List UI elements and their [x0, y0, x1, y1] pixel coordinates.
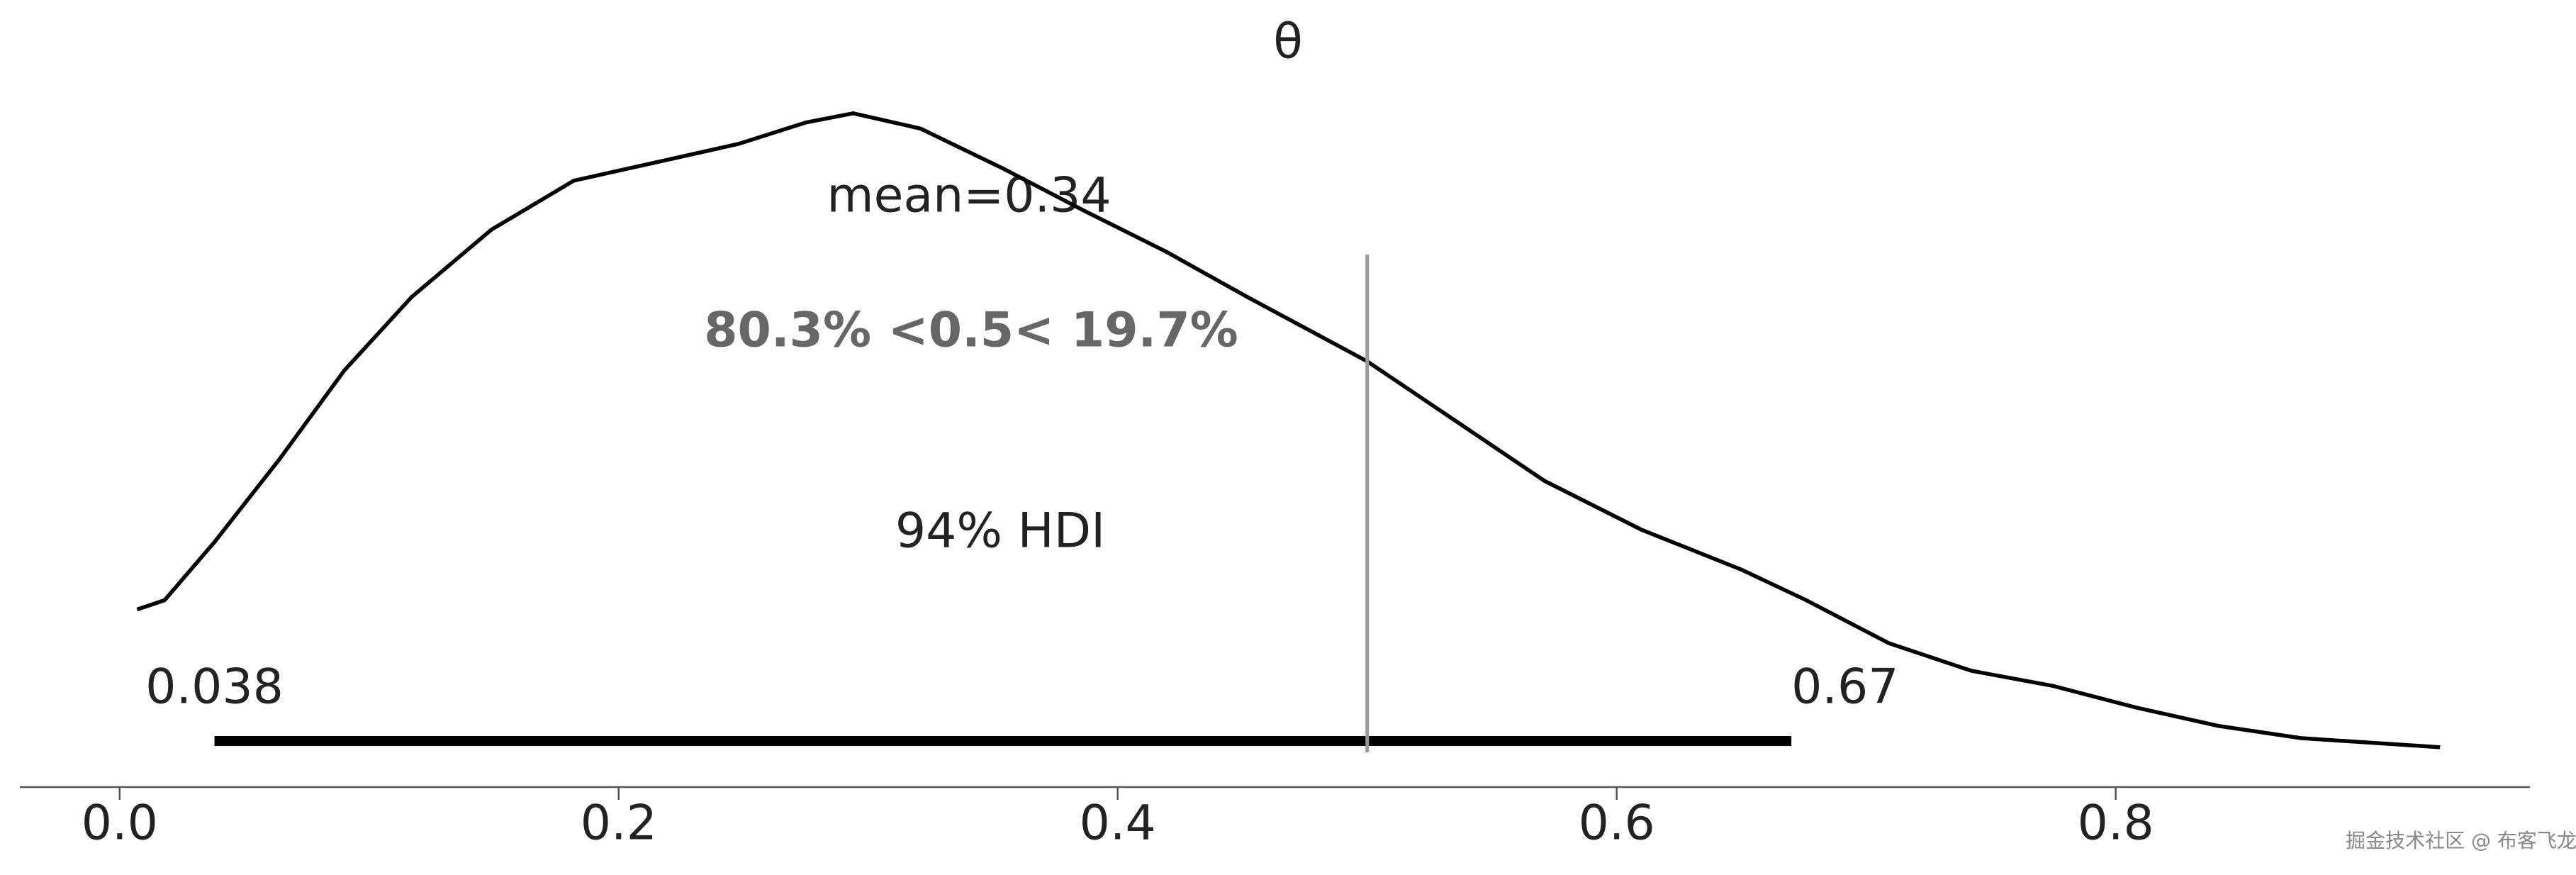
- x-tick-label: 0.0: [82, 796, 158, 852]
- x-tick-label: 0.2: [581, 796, 657, 852]
- watermark: 掘金技术社区 @ 布客飞龙: [2346, 829, 2576, 852]
- mean-label: mean=0.34: [827, 168, 1111, 224]
- density-curve: [136, 111, 2441, 749]
- x-tick-label: 0.6: [1579, 796, 1655, 852]
- hdi-high-label: 0.67: [1791, 659, 1898, 715]
- x-tick-label: 0.8: [2078, 796, 2154, 852]
- chart-title: θ: [1273, 14, 1303, 70]
- ref-label: 80.3% <0.5< 19.7%: [704, 303, 1238, 359]
- hdi-low-label: 0.038: [145, 659, 284, 715]
- x-tick-label: 0.4: [1080, 796, 1156, 852]
- hdi-label: 94% HDI: [895, 503, 1105, 559]
